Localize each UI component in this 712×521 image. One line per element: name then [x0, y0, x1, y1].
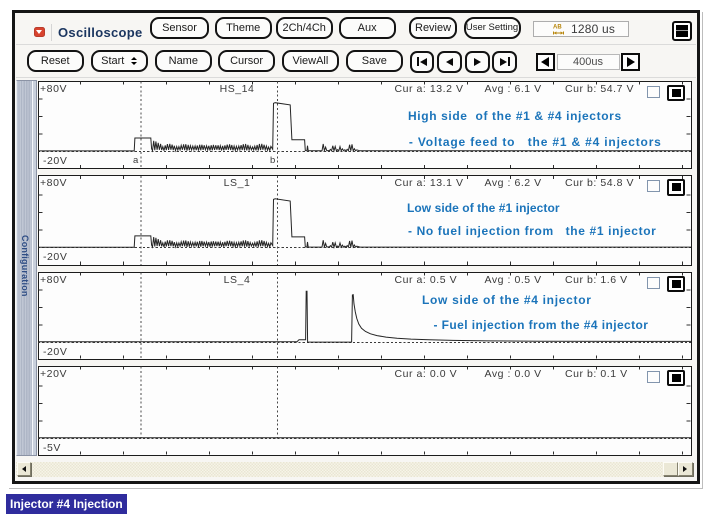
svg-text:AB: AB — [553, 24, 562, 30]
